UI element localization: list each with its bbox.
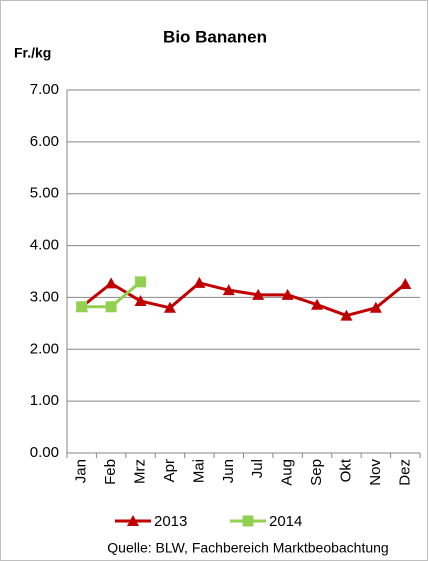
data-point [399, 277, 412, 289]
y-tick-label: 2.00 [30, 340, 59, 357]
x-tick-label: Nov [367, 459, 384, 486]
data-point [193, 276, 206, 288]
x-tick-label: Feb [102, 459, 119, 485]
data-point [105, 277, 118, 289]
data-point [252, 288, 265, 300]
data-point [222, 284, 235, 296]
data-point [281, 288, 294, 300]
series-line [80, 281, 407, 318]
x-tick-label: Sep [308, 459, 325, 486]
x-tick-label: Jun [220, 459, 237, 483]
x-tick-label: Mai [190, 459, 207, 483]
data-point [311, 298, 324, 310]
legend-marker [127, 515, 139, 526]
y-tick-label: 6.00 [30, 133, 59, 150]
data-point [340, 309, 353, 321]
x-tick-label: Okt [337, 458, 354, 482]
legend-label: 2014 [269, 513, 302, 530]
data-point [134, 295, 147, 307]
x-tick-label: Mrz [132, 459, 149, 484]
x-tick-label: Jan [73, 459, 90, 483]
y-tick-label: 4.00 [30, 237, 59, 254]
y-tick-label: 3.00 [30, 288, 59, 305]
x-tick-label: Dez [396, 459, 413, 486]
x-tick-label: Jul [249, 459, 266, 478]
x-tick-label: Aug [279, 459, 296, 486]
data-point [76, 301, 88, 313]
source-note: Quelle: BLW, Fachbereich Marktbeobachtun… [107, 540, 388, 556]
y-axis-label: Fr./kg [14, 45, 51, 61]
data-point [105, 301, 117, 313]
x-tick-label: Apr [161, 459, 178, 482]
y-tick-label: 5.00 [30, 185, 59, 202]
data-point [163, 301, 176, 313]
y-tick-label: 0.00 [30, 444, 59, 461]
data-point [135, 276, 147, 288]
y-tick-label: 1.00 [30, 392, 59, 409]
data-point [369, 301, 382, 313]
y-tick-label: 7.00 [30, 81, 59, 98]
legend-label: 2013 [154, 513, 187, 530]
chart-title: Bio Bananen [163, 27, 267, 46]
legend-marker [242, 515, 254, 527]
